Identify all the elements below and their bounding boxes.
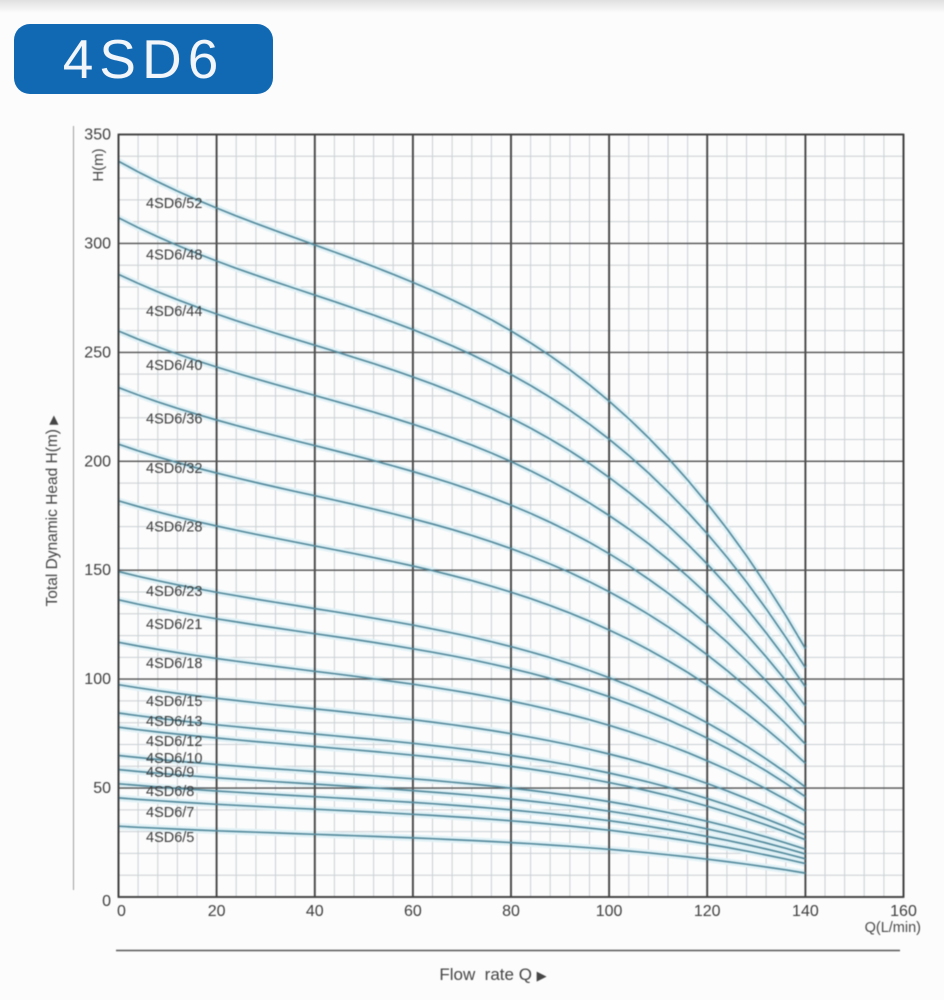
- svg-text:300: 300: [84, 235, 111, 252]
- svg-text:140: 140: [792, 903, 819, 920]
- svg-text:60: 60: [404, 903, 422, 920]
- svg-text:Total Dynamic Head H(m) ▶: Total Dynamic Head H(m) ▶: [44, 415, 61, 607]
- svg-text:4SD6/40: 4SD6/40: [146, 358, 202, 374]
- svg-text:0: 0: [117, 903, 126, 920]
- svg-text:4SD6/7: 4SD6/7: [146, 805, 194, 821]
- svg-text:4SD6/23: 4SD6/23: [146, 584, 202, 600]
- svg-text:200: 200: [84, 453, 111, 470]
- svg-text:150: 150: [84, 562, 111, 579]
- svg-text:4SD6/5: 4SD6/5: [146, 830, 194, 846]
- svg-text:4SD6/36: 4SD6/36: [146, 412, 202, 428]
- svg-text:350: 350: [84, 127, 111, 144]
- svg-text:250: 250: [84, 344, 111, 361]
- svg-text:4SD6/13: 4SD6/13: [146, 714, 202, 730]
- svg-text:Flow rate Q ▶: Flow rate Q ▶: [439, 965, 546, 984]
- svg-text:4SD6/32: 4SD6/32: [146, 461, 202, 477]
- svg-text:80: 80: [502, 903, 520, 920]
- svg-text:4SD6/52: 4SD6/52: [146, 196, 202, 212]
- svg-text:4SD6/48: 4SD6/48: [146, 248, 202, 264]
- svg-text:0: 0: [102, 893, 111, 910]
- svg-text:4SD6/10: 4SD6/10: [146, 751, 202, 767]
- svg-text:4SD6/8: 4SD6/8: [146, 784, 194, 800]
- svg-text:4SD6/15: 4SD6/15: [146, 694, 202, 710]
- svg-text:100: 100: [84, 671, 111, 688]
- svg-text:4SD6/44: 4SD6/44: [146, 304, 202, 320]
- svg-text:20: 20: [208, 903, 226, 920]
- svg-text:100: 100: [596, 903, 623, 920]
- svg-text:4SD6/28: 4SD6/28: [146, 520, 202, 536]
- svg-text:4SD6/12: 4SD6/12: [146, 734, 202, 750]
- svg-text:4SD6/9: 4SD6/9: [146, 765, 194, 781]
- svg-text:4SD6/21: 4SD6/21: [146, 617, 202, 633]
- svg-text:120: 120: [694, 903, 721, 920]
- svg-text:40: 40: [306, 903, 324, 920]
- svg-text:Q(L/min): Q(L/min): [865, 920, 921, 936]
- svg-text:4SD6/18: 4SD6/18: [146, 656, 202, 672]
- svg-text:160: 160: [890, 903, 917, 920]
- svg-text:50: 50: [93, 780, 111, 797]
- svg-text:H(m): H(m): [90, 148, 107, 181]
